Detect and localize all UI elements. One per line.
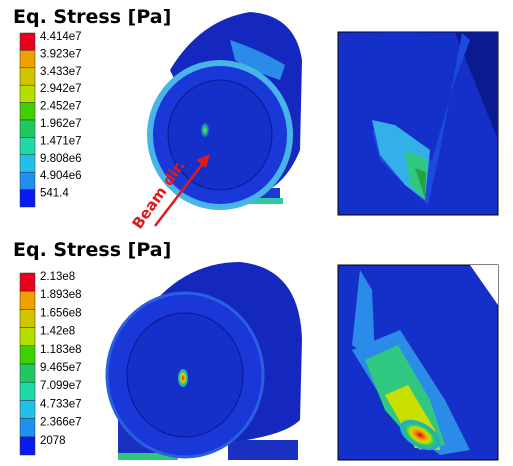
legend-swatch xyxy=(20,155,35,172)
legend-swatch xyxy=(20,400,35,418)
legend-swatch xyxy=(20,273,35,291)
bottom-detail xyxy=(338,265,498,460)
legend-label: 2.13e8 xyxy=(40,271,75,283)
legend-swatch xyxy=(20,137,35,154)
legend-swatch xyxy=(20,33,35,50)
bottom-model xyxy=(107,262,302,460)
legend-label: 2078 xyxy=(40,435,66,447)
legend-swatch xyxy=(20,328,35,346)
legend-swatch xyxy=(20,85,35,102)
panel-title: Eq. Stress [Pa] xyxy=(13,239,171,261)
legend-label: 2.452e7 xyxy=(40,101,82,113)
legend-swatch xyxy=(20,68,35,85)
legend-swatch xyxy=(20,50,35,67)
legend-label: 1.962e7 xyxy=(40,118,82,130)
legend-swatch xyxy=(20,309,35,327)
legend-label: 4.904e6 xyxy=(40,170,82,182)
legend-label: 2.366e7 xyxy=(40,417,82,429)
legend-swatch xyxy=(20,437,35,455)
legend-label: 9.465e7 xyxy=(40,362,82,374)
legend-swatch xyxy=(20,172,35,189)
legend-label: 3.433e7 xyxy=(40,66,82,78)
legend-swatch xyxy=(20,419,35,437)
panel-title: Eq. Stress [Pa] xyxy=(13,6,171,28)
legend-label: 1.893e8 xyxy=(40,289,82,301)
legend-swatch xyxy=(20,291,35,309)
legend-swatch xyxy=(20,346,35,364)
legend-swatch xyxy=(20,103,35,120)
legend-label: 4.733e7 xyxy=(40,398,82,410)
legend-label: 4.414e7 xyxy=(40,31,82,43)
legend-label: 9.808e6 xyxy=(40,153,82,165)
figure: Beam dir. Eq. Stress [Pa] Eq. Stress [Pa… xyxy=(0,0,513,466)
legend-label: 1.471e7 xyxy=(40,135,82,147)
legend-label: 1.656e8 xyxy=(40,307,82,319)
legend-label: 3.923e7 xyxy=(40,48,82,60)
legend-label: 1.42e8 xyxy=(40,326,75,338)
legend-label: 541.4 xyxy=(40,188,69,200)
legend-swatch xyxy=(20,120,35,137)
legend-label: 2.942e7 xyxy=(40,83,82,95)
legend-swatch xyxy=(20,382,35,400)
legend-label: 7.099e7 xyxy=(40,380,82,392)
legend-swatch xyxy=(20,190,35,207)
legend-label: 1.183e8 xyxy=(40,344,82,356)
legend-swatch xyxy=(20,364,35,382)
top-detail xyxy=(338,32,498,215)
